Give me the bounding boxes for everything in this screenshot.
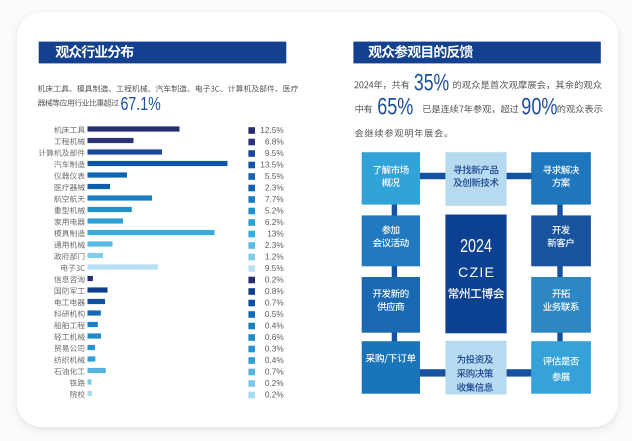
- svg-text:67.1%: 67.1%: [121, 93, 162, 114]
- svg-text:90%: 90%: [521, 95, 557, 121]
- svg-text:12.5%: 12.5%: [260, 125, 284, 135]
- svg-text:65%: 65%: [377, 95, 413, 121]
- svg-text:CZIE: CZIE: [458, 265, 495, 281]
- svg-text:9.5%: 9.5%: [265, 148, 285, 158]
- svg-text:2.3%: 2.3%: [265, 240, 285, 250]
- svg-text:9.5%: 9.5%: [265, 263, 285, 273]
- svg-text:0.2%: 0.2%: [265, 378, 285, 388]
- svg-text:5.2%: 5.2%: [265, 206, 285, 216]
- svg-text:7.7%: 7.7%: [265, 194, 285, 204]
- svg-text:6.8%: 6.8%: [265, 137, 285, 147]
- svg-text:1.2%: 1.2%: [265, 252, 285, 262]
- svg-text:0.5%: 0.5%: [265, 309, 285, 319]
- svg-text:2024: 2024: [460, 235, 492, 256]
- svg-text:0.7%: 0.7%: [265, 367, 285, 377]
- svg-text:0.2%: 0.2%: [265, 390, 285, 400]
- svg-text:0.3%: 0.3%: [265, 344, 285, 354]
- svg-text:0.6%: 0.6%: [265, 332, 285, 342]
- svg-text:0.2%: 0.2%: [265, 275, 285, 285]
- svg-text:0.7%: 0.7%: [265, 298, 285, 308]
- svg-text:13.5%: 13.5%: [260, 160, 284, 170]
- svg-text:0.8%: 0.8%: [265, 286, 285, 296]
- svg-text:2.3%: 2.3%: [265, 183, 285, 193]
- svg-text:35%: 35%: [414, 70, 449, 96]
- svg-text:0.4%: 0.4%: [265, 355, 285, 365]
- svg-text:13%: 13%: [267, 229, 284, 239]
- svg-text:0.4%: 0.4%: [265, 321, 285, 331]
- svg-text:6.2%: 6.2%: [265, 217, 285, 227]
- svg-text:5.5%: 5.5%: [265, 171, 285, 181]
